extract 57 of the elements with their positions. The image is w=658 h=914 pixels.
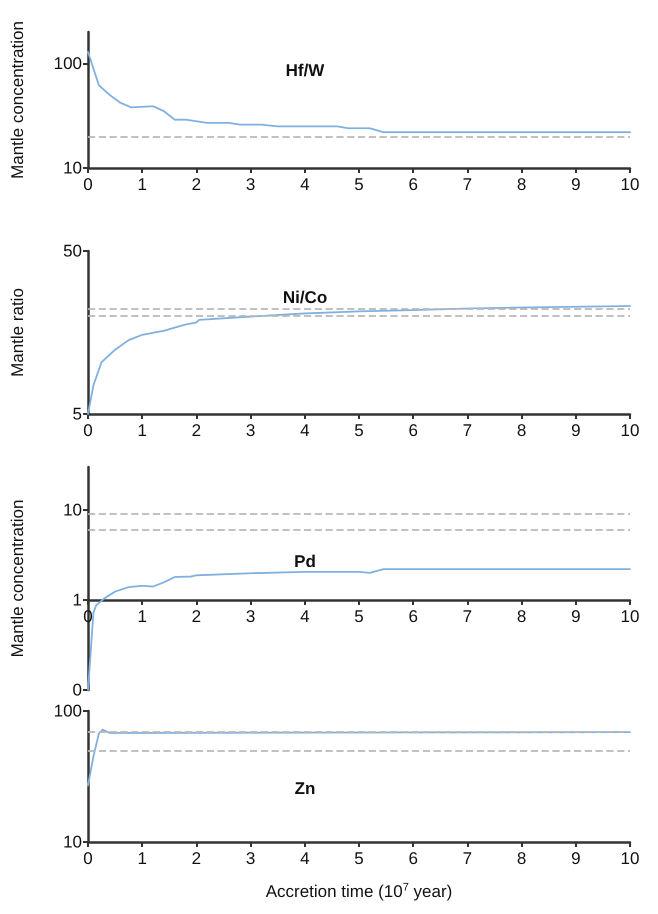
x-tick-label: 4 bbox=[300, 421, 310, 440]
x-tick-label: 10 bbox=[620, 175, 640, 194]
line-series bbox=[87, 51, 631, 134]
x-tick-label: 1 bbox=[137, 421, 147, 440]
x-tick-label: 5 bbox=[354, 606, 364, 626]
x-tick-label: 10 bbox=[620, 421, 640, 440]
x-tick-label: 9 bbox=[571, 606, 581, 626]
x-tick-label: 6 bbox=[408, 606, 418, 626]
x-tick-label: 8 bbox=[516, 849, 526, 868]
text: Ni/Co bbox=[282, 288, 328, 307]
y-tick-label: 1 bbox=[72, 590, 82, 610]
x-tick-label: 9 bbox=[571, 421, 581, 440]
y-tick-label: 10 bbox=[63, 832, 82, 852]
x-tick-label: 6 bbox=[408, 175, 418, 194]
x-tick-label: 4 bbox=[300, 849, 310, 868]
y-axis-title: Mantle ratio bbox=[8, 288, 27, 377]
text: Zn bbox=[294, 779, 316, 798]
y-tick-label: 100 bbox=[54, 702, 82, 720]
text: Hf/W bbox=[286, 61, 326, 80]
x-tick-label: 7 bbox=[462, 849, 472, 868]
x-tick-label: 2 bbox=[192, 175, 202, 194]
y-tick-label: 5 bbox=[72, 404, 82, 424]
y-tick-label: 50 bbox=[63, 242, 82, 260]
text: Pd bbox=[294, 552, 316, 571]
x-tick-label: 5 bbox=[354, 175, 364, 194]
y-tick-label: 10 bbox=[63, 158, 82, 178]
x-tick-label: 8 bbox=[516, 175, 526, 194]
x-tick-label: 2 bbox=[192, 606, 202, 626]
x-tick-label: 5 bbox=[354, 421, 364, 440]
x-tick-label: 3 bbox=[246, 606, 256, 626]
x-tick-label: 3 bbox=[246, 421, 256, 440]
x-tick-label: 3 bbox=[246, 175, 256, 194]
y-tick-label: 0 bbox=[72, 680, 82, 700]
x-tick-label: 10 bbox=[620, 849, 640, 868]
x-tick-label: 1 bbox=[137, 849, 147, 868]
x-tick-label: 8 bbox=[516, 421, 526, 440]
x-tick-label: 8 bbox=[516, 606, 526, 626]
x-tick-label: 4 bbox=[300, 606, 310, 626]
x-tick-label: 6 bbox=[408, 421, 418, 440]
y-axis-title: Mantle concentration bbox=[8, 21, 27, 179]
x-tick-label: 1 bbox=[137, 606, 147, 626]
y-tick-label: 10 bbox=[63, 500, 82, 520]
x-tick-label: 1 bbox=[137, 175, 147, 194]
x-tick-label: 9 bbox=[571, 175, 581, 194]
x-tick-label: 7 bbox=[462, 421, 472, 440]
x-tick-label: 7 bbox=[462, 606, 472, 626]
y-tick-label: 100 bbox=[54, 54, 82, 73]
x-tick-label: 4 bbox=[300, 175, 310, 194]
x-tick-label: 6 bbox=[408, 849, 418, 868]
x-tick-label: 3 bbox=[246, 849, 256, 868]
x-tick-label: 10 bbox=[620, 606, 640, 626]
x-tick-label: 5 bbox=[354, 849, 364, 868]
x-tick-label: 2 bbox=[192, 421, 202, 440]
x-tick-label: 7 bbox=[462, 175, 472, 194]
x-tick-label: 2 bbox=[192, 849, 202, 868]
x-tick-label: 9 bbox=[571, 849, 581, 868]
y-axis-title: Mantle concentration bbox=[8, 500, 27, 658]
